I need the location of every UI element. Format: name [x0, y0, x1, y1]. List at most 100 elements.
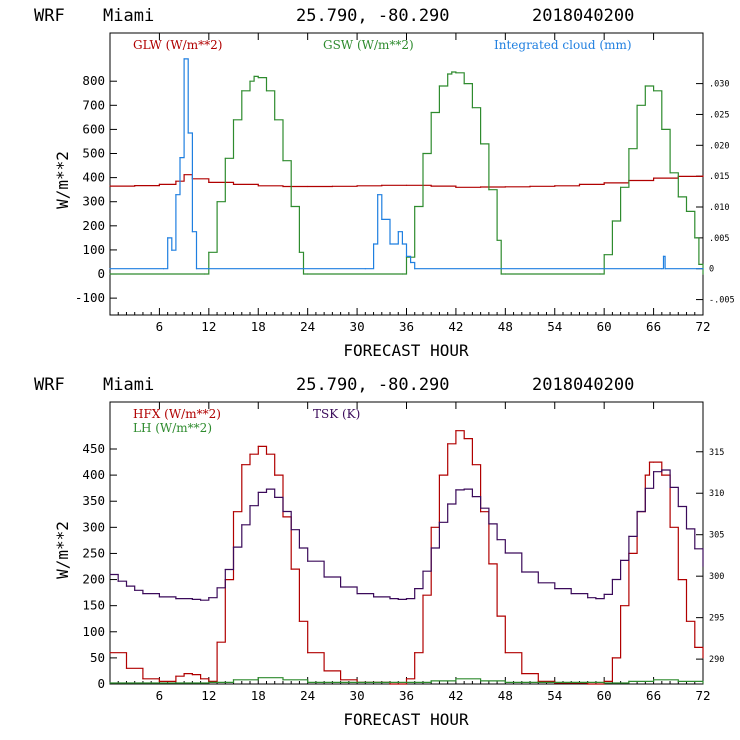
- series-point: [117, 580, 119, 582]
- series-point: [620, 559, 622, 562]
- series-point: [307, 185, 309, 188]
- series-point: [698, 263, 700, 265]
- series-point: [455, 678, 457, 680]
- series-point: [644, 474, 646, 476]
- series-point: [653, 461, 655, 463]
- x-tick-label: 12: [201, 688, 216, 703]
- series-point: [644, 487, 646, 489]
- series-point: [447, 443, 449, 445]
- series-point: [702, 682, 704, 684]
- series-point: [669, 172, 671, 174]
- series-point: [356, 593, 358, 595]
- series-point: [603, 682, 605, 684]
- x-axis-label: FORECAST HOUR: [343, 710, 469, 729]
- series-line-1: [110, 677, 704, 684]
- series-point: [628, 680, 630, 683]
- series-point: [430, 680, 432, 682]
- series-point: [381, 184, 383, 186]
- series-point: [200, 678, 202, 680]
- x-tick-label: 6: [156, 688, 164, 703]
- series-point: [694, 646, 696, 649]
- y-tick-label: 500: [82, 146, 105, 161]
- series-point: [257, 185, 259, 187]
- y-tick-label: 400: [82, 170, 105, 185]
- series-point: [669, 486, 671, 488]
- series-point: [224, 157, 226, 159]
- series-point: [488, 523, 490, 525]
- series-point: [677, 505, 679, 508]
- series-point: [183, 58, 185, 60]
- x-tick-label: 54: [547, 319, 562, 334]
- panel-2-ticks: 6 12 18 24 30 36 42 48 54 60 66 72 0 50 100 150 200 250 30…: [82, 402, 724, 703]
- series-point: [620, 186, 622, 188]
- series-point: [405, 598, 408, 600]
- series-point: [298, 251, 300, 253]
- series-point: [241, 524, 243, 526]
- legend-gsw: GSW (W/m**2): [323, 38, 414, 52]
- y2-tick-label: .015: [709, 172, 729, 182]
- series-point: [685, 620, 688, 622]
- series-point: [414, 205, 416, 208]
- series-point: [414, 588, 416, 590]
- series-point: [241, 90, 243, 92]
- y-tick-label: 450: [82, 441, 105, 456]
- panel-1-ticks: 6 12 18 24 30 36 42 48 54 60 66 72 -100 0 100 200 300 400…: [75, 33, 735, 334]
- y-axis-label: W/m**2: [53, 151, 72, 209]
- legend-tsk: TSK (K): [313, 407, 360, 421]
- y-tick-label: 0: [97, 266, 105, 281]
- header-site: Miami: [103, 6, 154, 26]
- series-point: [298, 547, 300, 549]
- series-point: [373, 596, 375, 598]
- header-model: WRF: [34, 375, 65, 395]
- series-point: [414, 652, 416, 654]
- series-point: [537, 582, 539, 584]
- series-point: [401, 273, 403, 275]
- series-point: [702, 175, 704, 177]
- legend-cloud: Integrated cloud (mm): [494, 38, 632, 52]
- x-tick-label: 54: [547, 688, 562, 703]
- x-tick-label: 48: [498, 688, 513, 703]
- series-point: [265, 453, 268, 455]
- y-tick-label: 200: [82, 572, 105, 587]
- series-point: [307, 652, 309, 654]
- x-tick-label: 66: [646, 319, 661, 334]
- series-point: [496, 615, 498, 617]
- series-point: [257, 677, 259, 679]
- series-point: [232, 119, 235, 121]
- x-tick-label: 42: [448, 688, 463, 703]
- series-point: [628, 535, 630, 538]
- series-point: [500, 273, 502, 275]
- series-point: [232, 679, 235, 681]
- series-point: [480, 511, 482, 513]
- series-point: [463, 488, 465, 490]
- series-point: [648, 461, 651, 463]
- y2-tick-label: 290: [709, 655, 724, 665]
- series-point: [216, 587, 218, 589]
- x-tick-label: 48: [498, 319, 513, 334]
- series-point: [677, 579, 679, 581]
- legend-hfx: HFX (W/m**2): [133, 407, 221, 421]
- y2-tick-label: 0: [709, 265, 714, 275]
- series-point: [480, 680, 482, 682]
- series-point: [471, 464, 473, 466]
- series-point: [669, 526, 671, 528]
- series-point: [603, 680, 605, 683]
- series-point: [109, 185, 111, 187]
- series-point: [702, 268, 704, 270]
- y-tick-label: 0: [97, 676, 105, 691]
- series-point: [142, 593, 144, 595]
- series-point: [653, 90, 655, 92]
- series-point: [661, 474, 663, 476]
- series-point: [249, 505, 251, 507]
- series-point: [109, 273, 111, 275]
- series-point: [480, 507, 482, 509]
- series-point: [175, 194, 177, 196]
- series-point: [504, 273, 506, 275]
- series-point: [611, 578, 614, 581]
- series-point: [455, 430, 457, 432]
- series-point: [529, 185, 531, 187]
- header-site: Miami: [103, 375, 154, 395]
- series-point: [257, 445, 259, 447]
- panel-2-series: [109, 430, 704, 685]
- series-point: [282, 185, 284, 188]
